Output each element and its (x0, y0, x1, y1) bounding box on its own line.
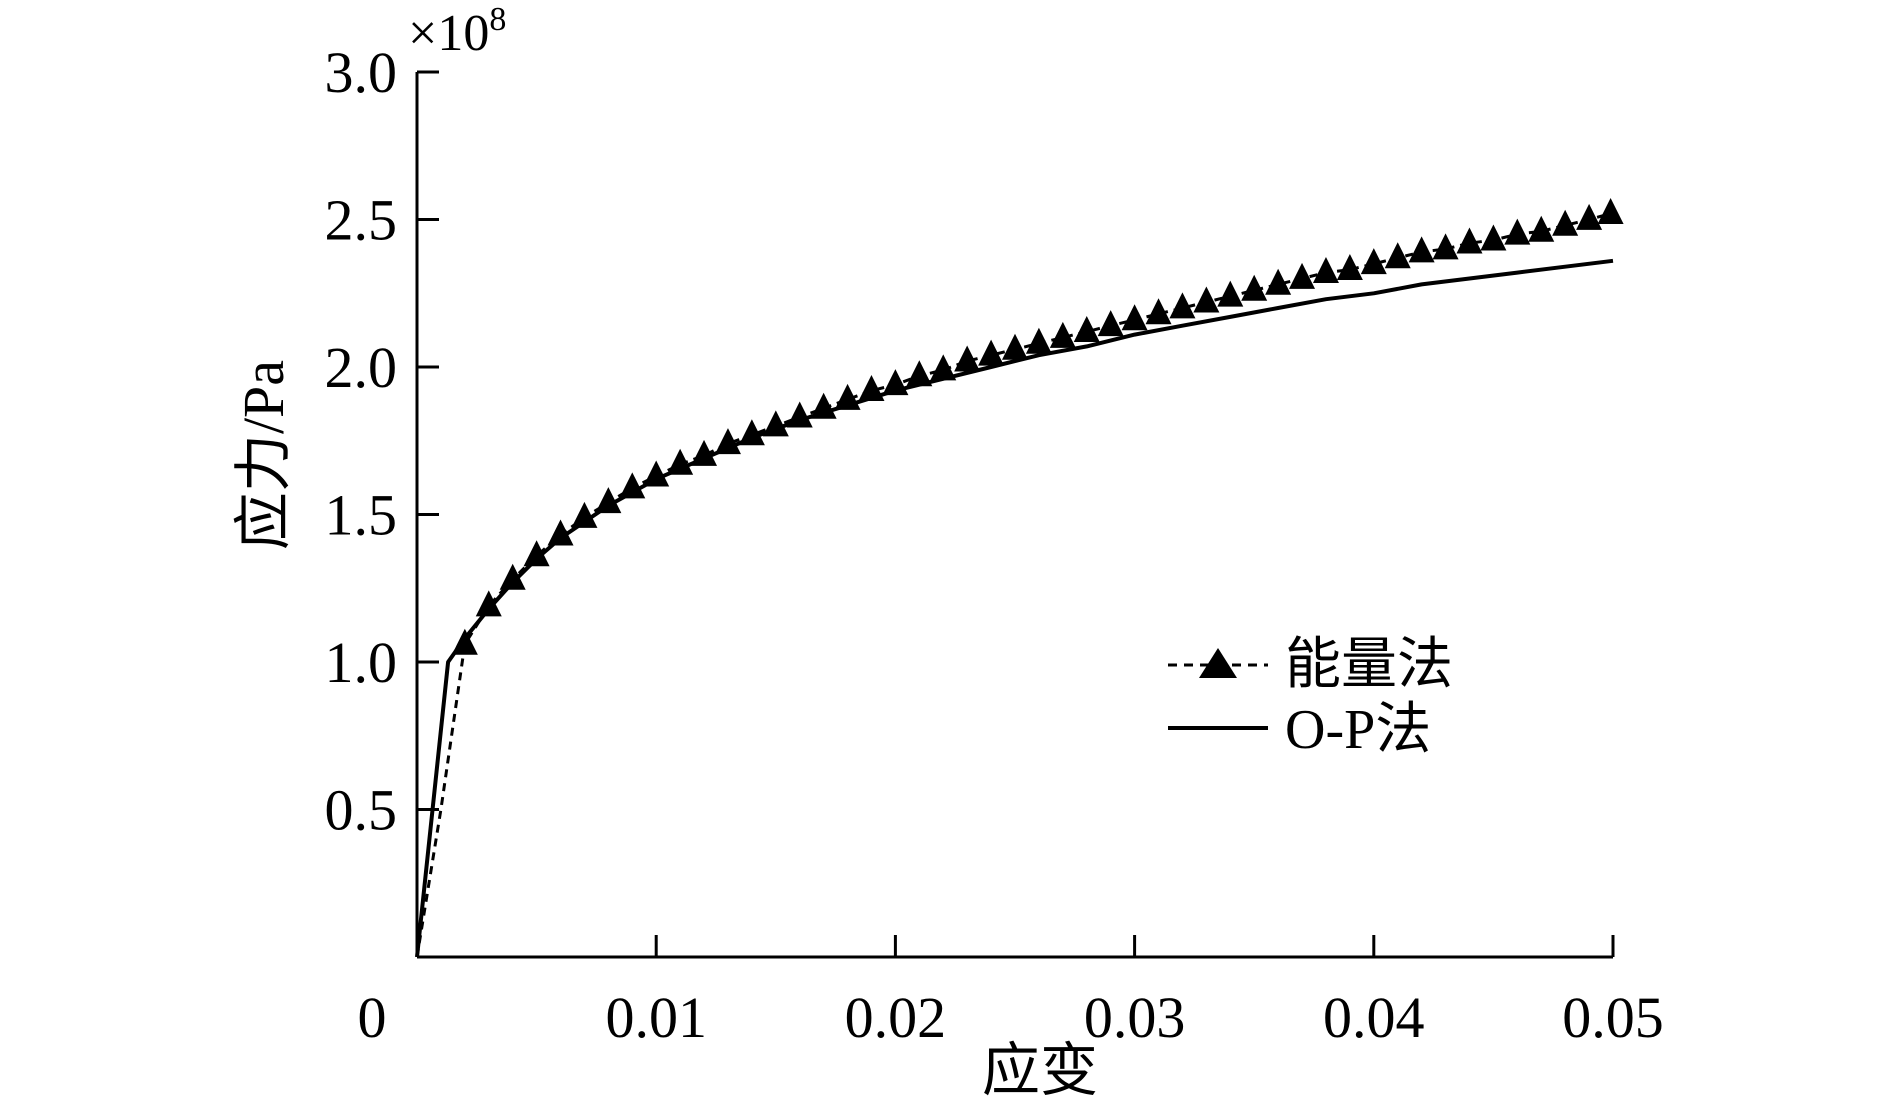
data-point-marker (1145, 298, 1172, 325)
series-energy-method (415, 198, 1624, 958)
data-point-marker (523, 540, 550, 567)
data-point-marker (1528, 215, 1555, 242)
y-axis-label: 应力/Pa (231, 360, 296, 550)
y-axis-multiplier: ×108 (408, 1, 506, 62)
data-point-marker (954, 345, 981, 372)
legend-swatch-energy-marker (1199, 648, 1237, 678)
data-point-marker (1241, 274, 1268, 301)
data-point-marker (714, 428, 741, 455)
data-point-marker (1049, 321, 1076, 348)
data-point-marker (1002, 333, 1028, 360)
data-point-marker (1432, 233, 1459, 260)
data-point-marker (1217, 280, 1244, 307)
x-tick-label: 0.03 (1084, 985, 1186, 1050)
legend-item-energy: 能量法 (1168, 634, 1453, 696)
y-ticks: 0.5 1.0 1.5 2.0 2.5 3.0 (325, 40, 439, 843)
data-point-marker (1408, 236, 1435, 263)
series-layer (415, 198, 1624, 958)
y-tick-label: 0.5 (325, 778, 398, 843)
data-point-marker (1073, 316, 1100, 342)
y-tick-label: 2.0 (325, 335, 398, 400)
data-point-marker (1480, 224, 1507, 251)
data-point-marker (1552, 209, 1579, 236)
data-point-marker (1193, 286, 1220, 313)
data-point-marker (1597, 198, 1624, 224)
series-line (415, 212, 1611, 958)
series-line (415, 258, 1614, 958)
data-point-marker (978, 339, 1005, 366)
data-point-marker (1121, 304, 1148, 331)
data-point-marker (595, 487, 622, 514)
data-point-marker (1456, 227, 1483, 254)
data-point-marker (1265, 268, 1292, 295)
y-tick-label: 1.0 (325, 630, 398, 695)
data-point-marker (1576, 203, 1603, 230)
data-point-marker (1169, 292, 1196, 319)
y-tick-label: 1.5 (325, 483, 398, 548)
data-point-marker (1384, 242, 1411, 269)
x-tick-label: 0.01 (605, 985, 707, 1050)
data-point-marker (643, 460, 670, 487)
legend-label-energy: 能量法 (1285, 634, 1453, 696)
data-point-marker (619, 472, 646, 499)
data-point-marker (547, 519, 574, 546)
x-axis-label: 应变 (982, 1038, 1098, 1102)
data-point-marker (1289, 262, 1316, 289)
data-point-marker (475, 590, 502, 617)
x-ticks: 0 0.01 0.02 0.03 0.04 0.05 (358, 935, 1664, 1050)
data-point-marker (1504, 218, 1531, 245)
x-tick-label: 0.02 (845, 985, 947, 1050)
data-point-marker (499, 563, 526, 590)
legend-item-op: O-P法 (1168, 699, 1431, 761)
data-point-marker (930, 354, 957, 381)
data-point-marker (1360, 248, 1387, 275)
data-point-marker (906, 360, 933, 387)
x-tick-label: 0.05 (1562, 985, 1664, 1050)
y-tick-label: 3.0 (325, 40, 398, 105)
legend-label-op: O-P法 (1285, 699, 1431, 761)
series-op-method (415, 258, 1614, 958)
legend: 能量法 O-P法 (1168, 634, 1453, 761)
y-tick-label: 2.5 (325, 188, 398, 253)
data-point-marker (1312, 257, 1339, 283)
x-tick-label: 0.04 (1323, 985, 1425, 1050)
data-point-marker (667, 448, 694, 475)
data-point-marker (1097, 310, 1124, 337)
data-point-marker (571, 501, 598, 528)
data-point-marker (1025, 327, 1052, 354)
data-point-marker (1336, 254, 1363, 281)
x-tick-label: 0 (358, 985, 387, 1050)
